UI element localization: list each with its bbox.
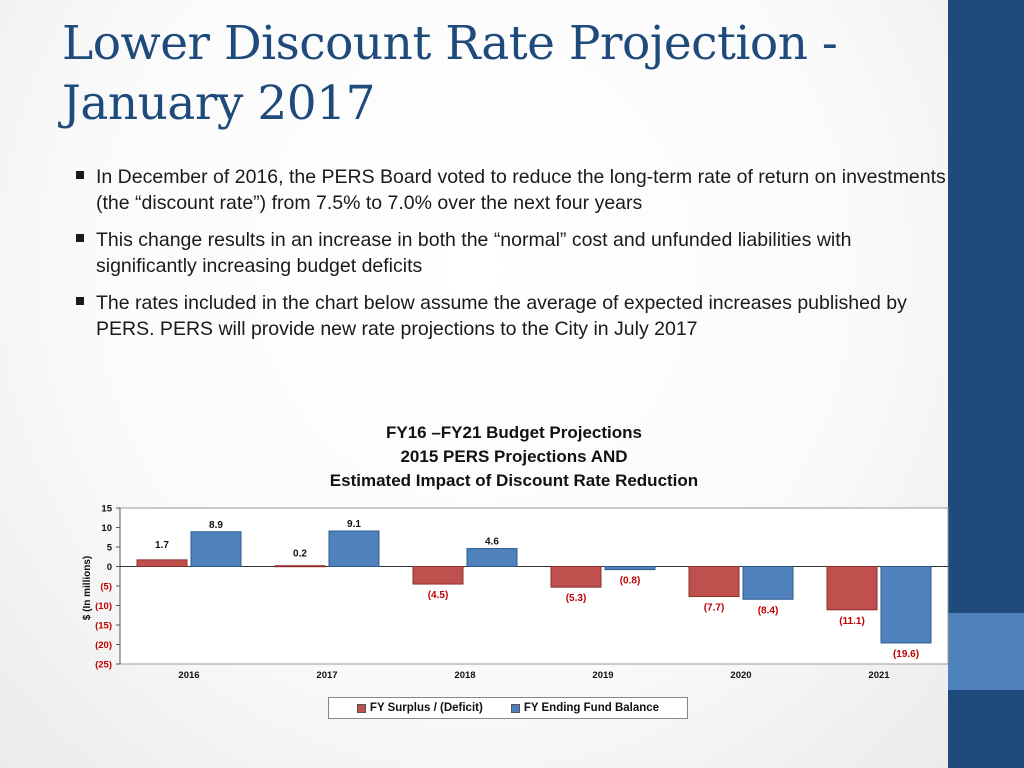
x-tick-label: 2017 [316,670,337,681]
bar-surplus-2019 [550,566,602,588]
y-axis-title: $ (In millions) [82,556,93,620]
x-tick-label: 2020 [730,670,751,681]
bar-surplus-2021 [826,566,878,611]
legend-label: FY Ending Fund Balance [523,702,660,714]
y-tick-label: (25) [95,660,112,671]
legend-swatch-fund-balance [510,703,520,713]
bullet-text: In December of 2016, the PERS Board vote… [96,166,946,214]
legend-label: FY Surplus / (Deficit) [369,702,483,714]
y-tick-label: 15 [101,504,112,515]
bullet-item: The rates included in the chart below as… [76,290,946,342]
legend-swatch-surplus [356,703,366,713]
data-label-fund-balance-2019: (0.8) [620,576,641,587]
y-tick-label: (10) [95,601,112,612]
bullet-item: In December of 2016, the PERS Board vote… [76,164,946,216]
data-label-surplus-2017: 0.2 [293,549,307,560]
sidebar-accent-dark [948,0,1024,613]
data-label-surplus-2016: 1.7 [155,540,169,551]
bullet-text: This change results in an increase in bo… [96,229,852,277]
plot-area [119,507,949,665]
square-bullet-icon [76,234,84,242]
data-label-surplus-2019: (5.3) [566,593,587,604]
chart-title: FY16 –FY21 Budget Projections 2015 PERS … [214,421,814,493]
data-label-fund-balance-2021: (19.6) [893,649,919,660]
y-tick-label: 0 [107,562,112,573]
slide-title: Lower Discount Rate Projection - January… [62,16,838,131]
data-label-surplus-2021: (11.1) [839,616,865,627]
chart-title-line: FY16 –FY21 Budget Projections [385,423,642,442]
bar-fund-balance-2018 [466,548,518,567]
bar-fund-balance-2017 [328,530,380,568]
x-tick-label: 2016 [178,670,199,681]
data-label-surplus-2020: (7.7) [704,603,725,614]
chart-legend: FY Surplus / (Deficit) FY Ending Fund Ba… [328,697,688,719]
data-label-fund-balance-2017: 9.1 [347,519,361,530]
y-tick-label: 5 [107,543,113,554]
legend-item-fund-balance: FY Ending Fund Balance [510,702,660,714]
chart-title-line: Estimated Impact of Discount Rate Reduct… [329,471,699,490]
chart-title-line: 2015 PERS Projections AND [400,447,628,466]
sidebar-accent-bottom [948,690,1024,768]
x-tick-label: 2018 [454,670,475,681]
bar-fund-balance-2020 [742,566,794,600]
bar-fund-balance-2016 [190,531,242,567]
y-tick-label: (5) [100,582,112,593]
square-bullet-icon [76,171,84,179]
x-tick-label: 2019 [592,670,613,681]
data-label-fund-balance-2018: 4.6 [485,537,499,548]
y-tick-label: (15) [95,621,112,632]
y-tick-label: (20) [95,640,112,651]
data-label-fund-balance-2020: (8.4) [758,605,779,616]
bar-fund-balance-2019 [604,566,656,571]
square-bullet-icon [76,297,84,305]
bar-surplus-2018 [412,566,464,585]
bar-fund-balance-2021 [880,566,932,644]
sidebar-accent-light [948,613,1024,690]
bullet-list: In December of 2016, the PERS Board vote… [76,164,946,353]
bar-surplus-2020 [688,566,740,598]
bar-surplus-2017 [274,565,326,568]
data-label-fund-balance-2016: 8.9 [209,520,223,531]
bullet-item: This change results in an increase in bo… [76,227,946,279]
legend-item-surplus: FY Surplus / (Deficit) [356,702,483,714]
y-tick-label: 10 [101,523,112,534]
bar-surplus-2016 [136,559,188,567]
x-tick-label: 2021 [868,670,890,681]
bullet-text: The rates included in the chart below as… [96,292,907,340]
data-label-surplus-2018: (4.5) [428,590,449,601]
